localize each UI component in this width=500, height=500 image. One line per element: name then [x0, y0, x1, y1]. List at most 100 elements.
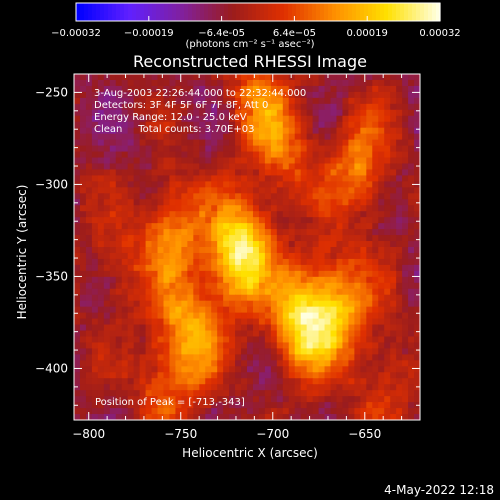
heatmap-cell: [223, 91, 230, 99]
heatmap-cell: [366, 205, 373, 212]
heatmap-cell: [223, 193, 230, 200]
heatmap-cell: [163, 79, 170, 87]
heatmap-cell: [414, 414, 421, 421]
heatmap-cell: [252, 211, 260, 218]
heatmap-cell: [247, 300, 254, 308]
heatmap-cell: [252, 193, 260, 200]
heatmap-cell: [235, 91, 242, 99]
heatmap-cell: [163, 264, 170, 272]
heatmap-cell: [414, 247, 421, 254]
heatmap-cell: [211, 312, 218, 320]
heatmap-cell: [211, 223, 218, 230]
heatmap-cell: [324, 258, 332, 266]
heatmap-cell: [211, 85, 218, 93]
heatmap-cell: [133, 258, 141, 266]
heatmap-cell: [223, 294, 230, 302]
heatmap-cell: [300, 258, 308, 266]
heatmap-cell: [276, 342, 284, 349]
heatmap-cell: [79, 366, 87, 373]
heatmap-cell: [390, 145, 397, 153]
heatmap-cell: [205, 342, 212, 349]
heatmap-cell: [217, 91, 224, 99]
heatmap-cell: [366, 402, 373, 409]
heatmap-cell: [74, 396, 81, 403]
heatmap-cell: [300, 330, 308, 337]
heatmap-cell: [229, 181, 236, 188]
heatmap-cell: [294, 270, 302, 278]
heatmap-cell: [181, 390, 188, 397]
heatmap-cell: [336, 348, 343, 355]
heatmap-cell: [235, 252, 242, 260]
heatmap-cell: [282, 211, 290, 218]
heatmap-cell: [312, 294, 320, 302]
colorbar-cell: [160, 3, 165, 21]
heatmap-cell: [318, 211, 326, 218]
heatmap-cell: [378, 151, 385, 159]
heatmap-cell: [217, 354, 224, 361]
heatmap-cell: [294, 252, 302, 260]
heatmap-cell: [300, 109, 308, 117]
heatmap-cell: [85, 360, 93, 367]
heatmap-cell: [276, 402, 284, 409]
heatmap-cell: [91, 288, 99, 296]
heatmap-cell: [294, 145, 302, 153]
heatmap-cell: [342, 384, 349, 391]
heatmap-cell: [318, 145, 326, 153]
heatmap-cell: [121, 312, 129, 320]
heatmap-cell: [151, 336, 159, 343]
heatmap-cell: [408, 288, 415, 296]
heatmap-cell: [109, 306, 117, 314]
heatmap-cell: [396, 330, 403, 337]
heatmap-cell: [306, 169, 314, 176]
colorbar-cell: [96, 3, 101, 21]
heatmap-cell: [193, 157, 200, 164]
heatmap-cell: [318, 91, 326, 99]
heatmap-cell: [205, 193, 212, 200]
annotation-energy: Energy Range: 12.0 - 25.0 keV: [94, 112, 247, 123]
heatmap-cell: [163, 348, 170, 355]
heatmap-cell: [217, 408, 224, 415]
heatmap-cell: [74, 324, 81, 332]
heatmap-cell: [282, 139, 290, 147]
heatmap-cell: [121, 264, 129, 272]
heatmap-cell: [318, 193, 326, 200]
heatmap-cell: [193, 348, 200, 355]
heatmap-cell: [139, 79, 147, 87]
heatmap-cell: [414, 336, 421, 343]
heatmap-cell: [151, 312, 159, 320]
heatmap-cell: [264, 133, 272, 141]
heatmap-cell: [384, 85, 391, 93]
heatmap-cell: [258, 187, 266, 194]
heatmap-cell: [402, 205, 409, 212]
heatmap-cell: [109, 157, 117, 164]
heatmap-cell: [187, 258, 194, 266]
heatmap-cell: [163, 247, 170, 254]
heatmap-cell: [175, 115, 182, 123]
heatmap-cell: [306, 91, 314, 99]
heatmap-cell: [235, 282, 242, 290]
heatmap-cell: [205, 97, 212, 105]
heatmap-cell: [139, 336, 147, 343]
heatmap-cell: [145, 193, 153, 200]
heatmap-cell: [85, 97, 93, 105]
heatmap-cell: [151, 258, 159, 266]
heatmap-cell: [354, 282, 361, 290]
heatmap-cell: [276, 109, 284, 117]
heatmap-cell: [330, 193, 337, 200]
heatmap-cell: [151, 229, 159, 236]
heatmap-cell: [372, 414, 379, 421]
heatmap-cell: [74, 241, 81, 248]
heatmap-cell: [127, 366, 135, 373]
heatmap-cell: [121, 169, 129, 176]
heatmap-cell: [74, 414, 81, 421]
heatmap-cell: [276, 300, 284, 308]
heatmap-cell: [360, 241, 367, 248]
heatmap-cell: [247, 217, 254, 224]
heatmap-cell: [396, 360, 403, 367]
heatmap-cell: [121, 384, 129, 391]
heatmap-cell: [145, 396, 153, 403]
heatmap-cell: [348, 205, 355, 212]
heatmap-cell: [396, 157, 403, 164]
heatmap-cell: [217, 360, 224, 367]
heatmap-cell: [270, 181, 278, 188]
